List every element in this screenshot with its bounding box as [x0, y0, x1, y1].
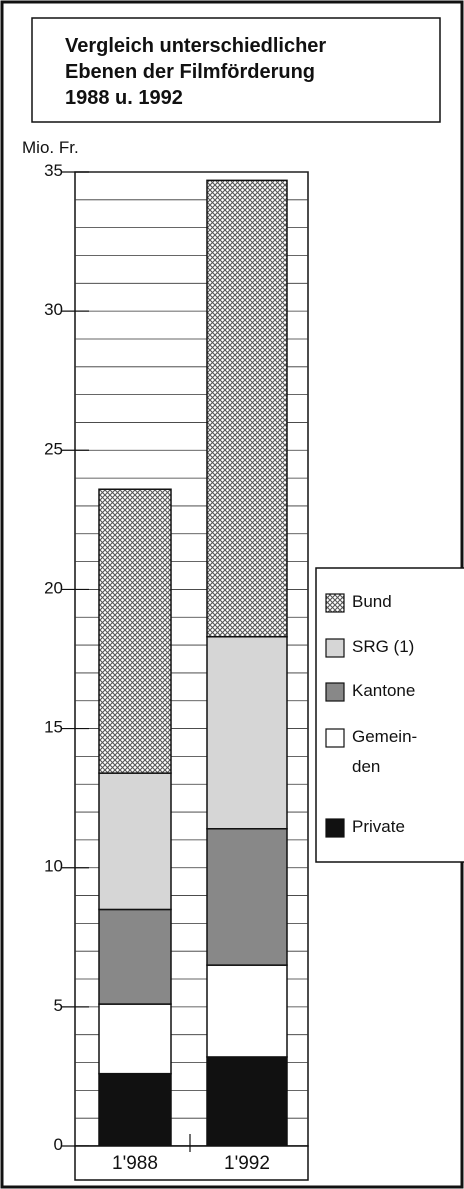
legend-box	[315, 567, 464, 863]
y-tick-label: 0	[54, 1135, 63, 1154]
y-tick-label: 30	[44, 301, 63, 320]
x-axis-box	[74, 1145, 309, 1181]
legend-swatch	[325, 818, 345, 838]
y-tick-label: 35	[44, 161, 63, 180]
bar-segment	[206, 828, 288, 966]
legend-label: Bund	[352, 592, 392, 611]
bar-segment	[206, 635, 288, 830]
y-tick-label: 20	[44, 579, 63, 598]
y-tick-label: 15	[44, 718, 63, 737]
bar-segment	[206, 1056, 288, 1147]
x-tick-label: 1'992	[224, 1153, 270, 1174]
bar-segment	[98, 908, 172, 1005]
legend-label: SRG (1)	[352, 637, 414, 656]
title-box	[31, 17, 441, 123]
chart-title: Vergleich unterschiedlicher Ebenen der Fi…	[65, 35, 326, 109]
legend-label: Kantone	[352, 681, 415, 700]
legend-swatch	[325, 638, 345, 658]
y-tick-label: 25	[44, 440, 63, 459]
bar-segment	[206, 964, 288, 1058]
bar-segment	[206, 179, 288, 638]
legend-label: Gemein-den	[352, 727, 417, 776]
legend-swatch	[325, 728, 345, 748]
x-tick-label: 1'988	[112, 1153, 158, 1174]
bar-segment	[98, 772, 172, 911]
y-tick-label: 5	[54, 996, 63, 1015]
bar-segment	[98, 1072, 172, 1147]
y-axis-label: Mio. Fr.	[22, 138, 79, 157]
legend-swatch	[325, 682, 345, 702]
y-tick-label: 10	[44, 857, 63, 876]
bar-segment	[98, 1003, 172, 1075]
legend-label: Private	[352, 817, 405, 836]
legend-swatch	[325, 593, 345, 613]
bar-segment	[98, 488, 172, 774]
